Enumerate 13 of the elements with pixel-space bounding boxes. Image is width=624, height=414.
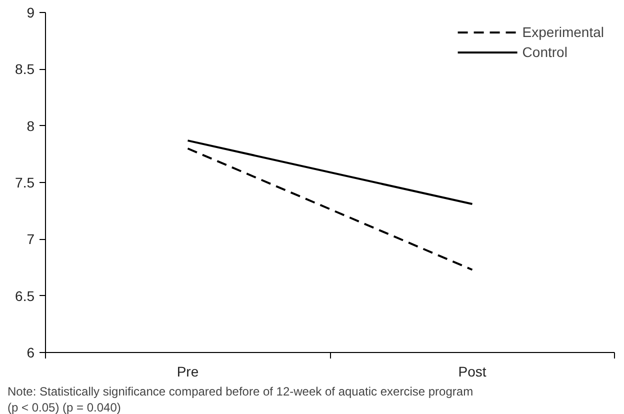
y-tick-label: 8.5 [15, 61, 35, 78]
text: (p < 0.05) (p = 0.040) [8, 400, 121, 414]
y-tick-label: 6 [26, 344, 35, 360]
legend-label: Experimental [522, 24, 604, 40]
y-tick-label: 7.5 [15, 174, 35, 190]
y-tick-label: 6.5 [15, 288, 35, 304]
x-tick-label: Pre [176, 364, 199, 380]
y-tick-label: 9 [26, 4, 35, 20]
legend-label: Control [522, 44, 568, 60]
x-tick-label: Post [458, 364, 486, 380]
y-tick-label: 8 [26, 118, 35, 134]
y-tick-label: 7 [26, 231, 35, 248]
text: Note: Statistically significance compared before of 12-week of aquatic exercise program [8, 384, 474, 398]
